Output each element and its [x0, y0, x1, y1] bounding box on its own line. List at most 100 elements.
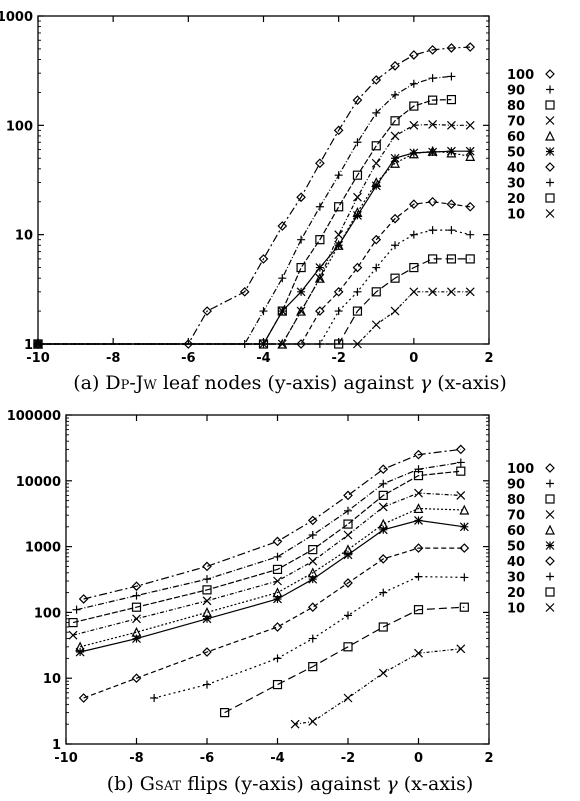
chart-a-data-point — [334, 230, 344, 240]
chart-a-data-point — [277, 306, 287, 316]
chart-a-data-point — [334, 240, 344, 250]
caption-b-symbol: γ — [386, 773, 398, 795]
chart-b-data-point — [343, 578, 353, 588]
chart-b-y-tick-label: 1 — [52, 738, 61, 753]
chart-b-data-point — [413, 449, 424, 460]
chart-a-y-tick-label: 1 — [24, 338, 33, 353]
chart-a-data-point — [371, 141, 381, 151]
chart-b-legend-marker — [545, 524, 555, 535]
chart-b-legend-marker — [545, 541, 555, 550]
chart-b-data-point — [414, 572, 423, 581]
chart-b-data-point — [132, 634, 141, 644]
chart-a-legend-label: 10 — [507, 208, 525, 223]
chart-b-plot-frame — [65, 414, 490, 745]
chart-a-data-point — [371, 320, 381, 330]
chart-a-data-point — [352, 306, 363, 316]
chart-b-x-tick-label: 2 — [484, 751, 493, 766]
chart-b-legend-label: 10 — [507, 602, 525, 617]
chart-b-data-point — [272, 536, 283, 547]
chart-b-legend-label: 20 — [507, 586, 525, 601]
chart-b-data-point — [413, 503, 424, 514]
caption-b-method: Gsat — [139, 773, 182, 795]
chart-a-data-point — [353, 339, 362, 349]
chart-a-series-line — [38, 123, 471, 345]
chart-a-legend-marker — [545, 130, 555, 141]
chart-b-data-point — [72, 605, 81, 614]
chart-b-legend-label: 90 — [507, 478, 525, 493]
chart-b-legend-marker — [545, 556, 555, 566]
chart-b-data-point — [308, 662, 318, 672]
chart-a-data-point — [465, 287, 475, 297]
chart-a-data-point — [277, 221, 288, 231]
chart-a-y-tick-label: 1000 — [0, 10, 33, 25]
chart-b-series-70 — [68, 488, 466, 640]
chart-a-data-point — [465, 201, 476, 212]
chart-a-legend-marker — [545, 69, 555, 79]
chart-a-series-line — [38, 99, 452, 345]
chart-a-data-point — [428, 95, 438, 105]
chart-a-data-point — [258, 254, 269, 264]
chart-a-data-point — [352, 170, 363, 180]
chart-b-data-point — [78, 594, 89, 604]
chart-a-legend-label: 40 — [507, 161, 525, 176]
chart-a-data-point — [372, 108, 381, 117]
chart-a-y-tick-label: 10 — [15, 229, 33, 244]
chart-b-data-point — [272, 564, 283, 575]
chart-b-x-tick-label: -10 — [54, 751, 78, 766]
chart-a-data-point — [239, 286, 250, 297]
chart-a-legend-label: 20 — [507, 192, 525, 207]
chart-a-data-point — [409, 79, 418, 88]
chart-b-legend-marker — [546, 572, 554, 581]
chart-b-data-point — [68, 617, 78, 628]
chart-a-legend-label: 90 — [507, 84, 525, 99]
chart-a-data-point — [409, 287, 419, 297]
chart-a-data-point — [353, 192, 362, 202]
chart-b-y-tick-label: 100 — [34, 606, 61, 621]
chart-b-legend-marker — [545, 494, 555, 504]
chart-a-data-point — [372, 263, 381, 272]
chart-a-data-point — [446, 287, 456, 297]
chart-a-data-point — [315, 306, 325, 316]
chart-a-data-point — [428, 226, 437, 235]
chart-a-x-tick-label: -10 — [26, 351, 50, 366]
chart-a-data-point — [409, 101, 419, 111]
chart-b-data-point — [414, 648, 423, 658]
chart-b-data-point — [202, 585, 212, 595]
chart-b-series-90 — [72, 458, 465, 614]
chart-b-data-point — [378, 622, 388, 632]
caption-a-symbol: γ — [419, 372, 432, 394]
chart-b-data-point — [220, 708, 230, 718]
chart-b-data-point — [414, 515, 423, 525]
chart-b-y-tick-label: 10000 — [16, 475, 61, 490]
chart-b-x-tick-label: -2 — [341, 751, 355, 766]
chart-a-series-line — [38, 201, 471, 345]
chart-b-data-point — [460, 573, 469, 582]
chart-b-legend-marker — [546, 479, 554, 488]
chart-a-data-point — [390, 273, 400, 283]
chart-b-data-point — [132, 591, 141, 600]
chart-a-data-point — [466, 230, 475, 239]
chart-a-data-point — [352, 262, 363, 273]
chart-a-data-point — [296, 305, 307, 316]
chart-a-data-point — [296, 339, 306, 349]
chart-a-series-line — [38, 46, 471, 345]
chart-a-data-point — [428, 287, 438, 297]
chart-a-legend-marker — [545, 162, 555, 172]
chart-a-data-point — [315, 202, 324, 211]
chart-b-data-point — [273, 594, 282, 604]
chart-a-data-point — [408, 199, 419, 210]
chart-b-data-point — [379, 479, 388, 488]
chart-b-series-50 — [75, 515, 469, 657]
chart-a-data-point — [314, 272, 325, 283]
chart-a-data-point — [278, 274, 287, 283]
chart-a-series-line — [38, 229, 471, 345]
chart-b-data-point — [413, 470, 424, 481]
chart-a-data-point — [353, 287, 362, 296]
chart-a-data-point — [446, 94, 457, 105]
chart-a-data-point — [465, 42, 476, 52]
chart-b-legend-label: 80 — [507, 493, 525, 508]
chart-b-data-point — [272, 679, 283, 690]
chart-b-legend-label: 40 — [507, 555, 525, 570]
